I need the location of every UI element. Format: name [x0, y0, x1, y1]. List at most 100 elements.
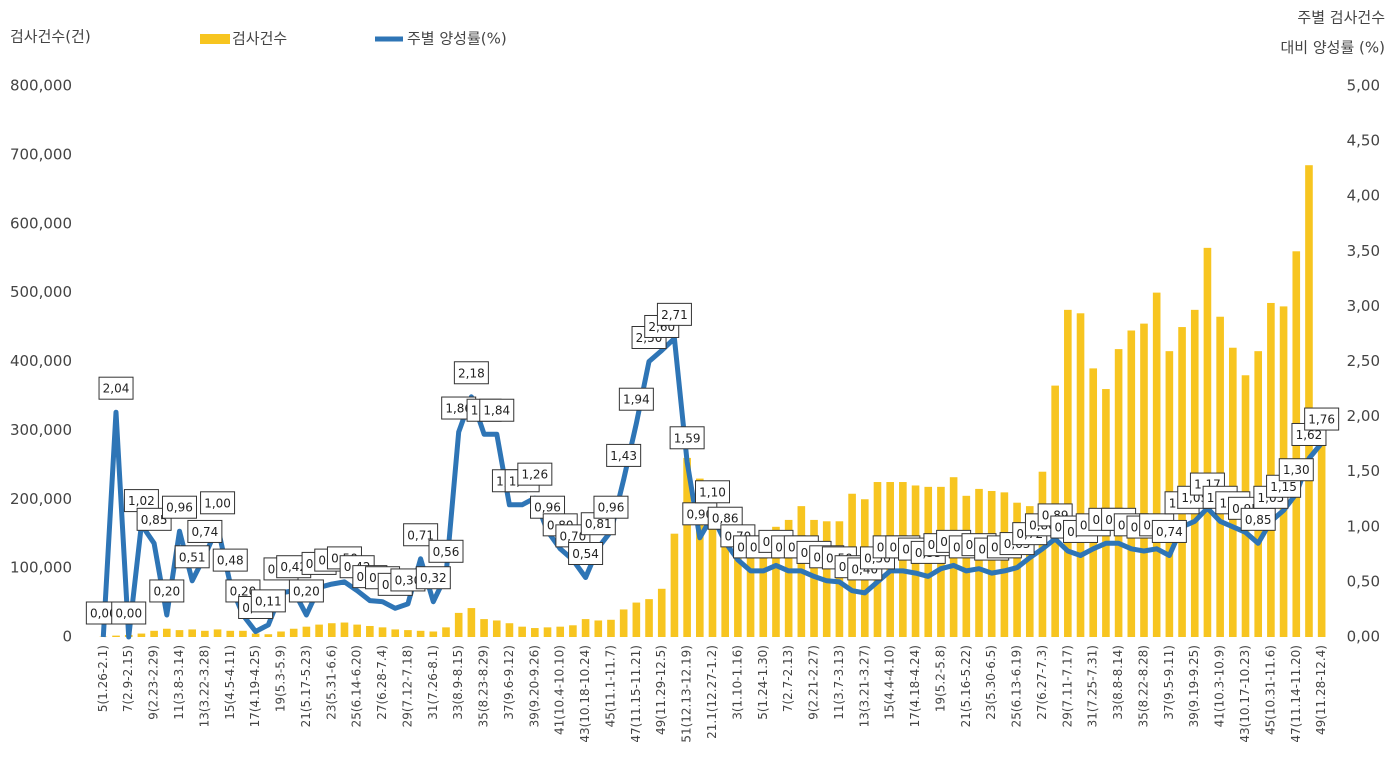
- x-tick-label: 41(10.3-10.9): [1213, 645, 1227, 727]
- tick-label: 1,50: [1347, 462, 1380, 480]
- bar: [962, 495, 971, 637]
- tick-label: 0,50: [1347, 572, 1380, 590]
- data-label-box: [656, 302, 692, 326]
- tick-label: 2,50: [1347, 352, 1380, 370]
- bar: [480, 619, 488, 637]
- x-tick-label: 19(5.3-5.9): [274, 645, 288, 712]
- data-label-text: 1,86: [445, 402, 472, 416]
- x-tick-label: 49(11.29-12.5): [654, 645, 668, 735]
- bar: [1089, 368, 1098, 637]
- bar: [619, 609, 628, 637]
- x-tick-label: 27(6.27-7.3): [1035, 645, 1049, 720]
- data-label: 1,76: [1304, 407, 1340, 431]
- bar: [277, 631, 285, 637]
- bar: [759, 533, 768, 637]
- data-label: 0,56: [428, 539, 464, 563]
- bar: [734, 533, 742, 637]
- data-label-text: 1,84: [483, 404, 510, 418]
- data-label-text: 0,20: [230, 584, 257, 598]
- x-tick-label: 29(7.12-7.18): [400, 645, 414, 727]
- bar: [645, 599, 653, 637]
- data-label-box: [479, 398, 515, 422]
- x-tick-label: 29(7.11-7.17): [1060, 645, 1074, 727]
- x-tick-label: 31(7.25-7.31): [1086, 645, 1100, 727]
- x-tick-label: 23(5.31-6.6): [324, 645, 338, 720]
- data-label-box: [187, 519, 223, 543]
- x-tick-label: 39(9.20-9.26): [527, 645, 541, 727]
- bar: [366, 625, 374, 637]
- data-label-text: 0,85: [1245, 513, 1272, 527]
- tick-label: 100,000: [10, 559, 72, 577]
- bar: [391, 629, 400, 637]
- bar: [112, 635, 120, 637]
- x-tick-label: 11(3.7-3.13): [832, 645, 846, 720]
- x-tick-label: 11(3.8-3.14): [172, 645, 186, 720]
- data-label-box: [161, 495, 197, 519]
- bar: [607, 619, 615, 637]
- data-label: 0,48: [212, 548, 248, 572]
- bar: [327, 623, 336, 637]
- data-label-text: 0,96: [166, 501, 193, 515]
- data-label-text: 1,00: [204, 496, 231, 510]
- data-label: 1,43: [606, 443, 642, 467]
- y2-axis-title: 주별 검사건수: [1297, 9, 1385, 27]
- data-label-text: 0,56: [433, 545, 460, 559]
- bar: [1305, 165, 1313, 638]
- data-label-box: [606, 443, 642, 467]
- data-label-text: 2,71: [661, 308, 688, 322]
- bar: [835, 521, 844, 637]
- x-tick-label: 15(4.4-4.10): [883, 645, 897, 720]
- x-tick-label: 19(5.2-5.8): [933, 645, 947, 712]
- bar: [784, 519, 793, 637]
- bar: [429, 631, 438, 637]
- data-label-text: 1,62: [1296, 428, 1323, 442]
- bar: [1025, 506, 1034, 637]
- x-tick-label: 7(2.7-2.13): [781, 645, 795, 712]
- data-label-text: 1,02: [128, 494, 155, 508]
- data-label-text: 0,11: [255, 594, 282, 608]
- x-tick-label: 43(10.18-10.24): [578, 645, 592, 743]
- tick-label: 4,00: [1347, 187, 1380, 205]
- x-tick-label: 33(8.9-8.15): [451, 645, 465, 720]
- data-label-text: 0,71: [407, 528, 434, 542]
- bar: [708, 499, 717, 637]
- bar: [442, 627, 450, 637]
- legend-swatch: [200, 34, 230, 44]
- data-label-box: [593, 495, 629, 519]
- bar: [188, 629, 196, 637]
- tick-label: 0,00: [1347, 628, 1380, 646]
- tick-label: 200,000: [10, 490, 72, 508]
- bar: [1064, 309, 1072, 637]
- tick-label: 400,000: [10, 352, 72, 370]
- bar: [543, 627, 552, 637]
- data-label: 0,96: [530, 495, 566, 519]
- x-tick-label: 7(2.9-2.15): [121, 645, 135, 712]
- data-label: 0,51: [174, 545, 210, 569]
- data-label-box: [174, 545, 210, 569]
- data-label: 1,84: [479, 398, 515, 422]
- bar: [1127, 330, 1136, 637]
- x-tick-label: 21.1(12.27-1.2): [705, 645, 719, 739]
- data-label-box: [200, 491, 236, 515]
- bar: [696, 478, 704, 637]
- bar: [746, 537, 755, 637]
- bar: [721, 519, 729, 637]
- bar: [467, 608, 476, 637]
- bar: [137, 633, 146, 637]
- bar: [569, 625, 577, 637]
- bar: [340, 622, 349, 637]
- bar: [175, 630, 184, 637]
- x-tick-label: 37(9.5-9.11): [1162, 645, 1176, 720]
- data-label: 1,94: [618, 387, 654, 411]
- x-tick-label: 47(11.15-11.21): [629, 645, 643, 743]
- data-label-box: [568, 541, 604, 565]
- bar: [404, 630, 412, 637]
- legend-label: 검사건수: [232, 30, 287, 48]
- y-axis-title: 검사건수(건): [10, 28, 91, 46]
- data-label-text: 1,94: [623, 393, 650, 407]
- bar: [226, 630, 235, 637]
- data-label-text: 0,81: [585, 517, 612, 531]
- bar: [162, 628, 171, 637]
- bar: [987, 490, 996, 637]
- bar: [1114, 349, 1123, 637]
